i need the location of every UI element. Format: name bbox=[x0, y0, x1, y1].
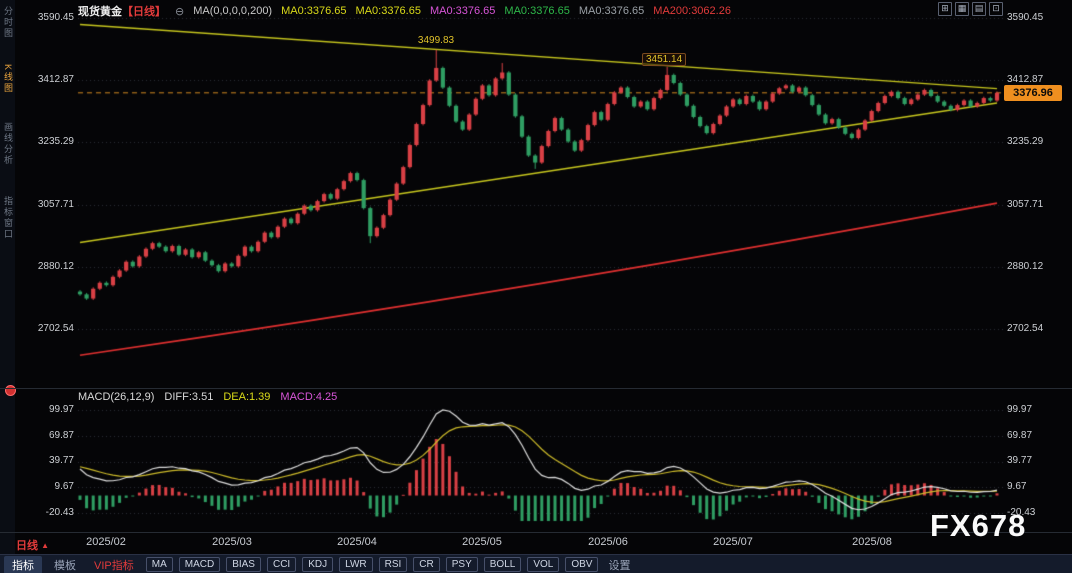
time-tick-label: 2025/08 bbox=[852, 536, 892, 548]
macd-tick-label: 99.97 bbox=[1007, 404, 1033, 415]
period-button[interactable]: 日线 ▲ bbox=[16, 540, 49, 552]
indicator-button-vol[interactable]: VOL bbox=[527, 557, 560, 572]
time-tick-label: 2025/05 bbox=[462, 536, 502, 548]
macd-tick-label: 39.77 bbox=[48, 455, 74, 466]
bottom-toolbar: 指标 模板 VIP指标 MA MACD BIAS CCI KDJ LWR RSI… bbox=[0, 554, 1072, 573]
indicator-button-macd[interactable]: MACD bbox=[178, 557, 221, 572]
price-tick-label: 2702.54 bbox=[37, 323, 74, 334]
ma-value-label: MA0:3376.65 bbox=[504, 5, 570, 17]
time-tick-label: 2025/06 bbox=[588, 536, 628, 548]
collapse-pane-icon[interactable]: ⊖ bbox=[175, 5, 185, 18]
list-layout-icon[interactable]: ▤ bbox=[972, 2, 986, 16]
indicator-button-lwr[interactable]: LWR bbox=[339, 557, 373, 572]
ma200-value-label: MA200:3062.26 bbox=[653, 5, 731, 17]
indicator-button-bias[interactable]: BIAS bbox=[226, 557, 261, 572]
macd-tick-label: -20.43 bbox=[45, 507, 74, 518]
time-tick-label: 2025/03 bbox=[212, 536, 252, 548]
layout-icons: ⊞ ▦ ▤ ⊡ bbox=[938, 2, 1003, 16]
pane-marker-icon[interactable] bbox=[5, 385, 16, 396]
indicator-button-psy[interactable]: PSY bbox=[445, 557, 478, 572]
expand-layout-icon[interactable]: ⊡ bbox=[989, 2, 1003, 16]
price-tick-label: 3590.45 bbox=[1007, 12, 1044, 23]
indicator-button-kdj[interactable]: KDJ bbox=[302, 557, 334, 572]
quad-layout-icon[interactable]: ▦ bbox=[955, 2, 969, 16]
macd-value-label: MACD:4.25 bbox=[280, 391, 338, 403]
left-sidebar: 分时图 K线图 画线分析 指标窗口 bbox=[0, 0, 15, 554]
sidebar-item-kline[interactable]: K线图 bbox=[3, 64, 13, 95]
macd-dea-label: DEA:1.39 bbox=[223, 391, 271, 403]
macd-title: MACD(26,12,9) bbox=[78, 391, 155, 403]
sidebar-item-indicator-window[interactable]: 指标窗口 bbox=[3, 196, 13, 240]
macd-header: MACD(26,12,9) DIFF:3.51 DEA:1.39 MACD:4.… bbox=[78, 391, 337, 403]
settings-button[interactable]: 设置 bbox=[608, 559, 631, 572]
ma-value-label: MA0:3376.65 bbox=[429, 5, 496, 17]
symbol-name: 现货黄金 bbox=[78, 6, 122, 18]
tab-templates[interactable]: 模板 bbox=[54, 559, 76, 572]
tab-indicators[interactable]: 指标 bbox=[4, 555, 42, 573]
pane-divider bbox=[0, 388, 1072, 389]
indicator-button-rsi[interactable]: RSI bbox=[378, 557, 408, 572]
price-tick-label: 3235.29 bbox=[1007, 136, 1044, 147]
macd-tick-label: 39.77 bbox=[1007, 455, 1033, 466]
period-tag: 【日线】 bbox=[122, 6, 166, 18]
price-tick-label: 3412.87 bbox=[1007, 74, 1044, 85]
indicator-button-boll[interactable]: BOLL bbox=[483, 557, 522, 572]
time-tick-label: 2025/07 bbox=[713, 536, 753, 548]
pane-divider bbox=[0, 532, 1072, 533]
dropdown-arrow-icon: ▲ bbox=[41, 541, 49, 550]
indicator-button-ma[interactable]: MA bbox=[145, 557, 173, 572]
ma-value-label: MA0:3376.65 bbox=[355, 5, 421, 17]
macd-tick-label: 9.67 bbox=[54, 481, 74, 492]
price-tick-label: 3057.71 bbox=[37, 199, 74, 210]
macd-diff-label: DIFF:3.51 bbox=[164, 391, 214, 403]
macd-tick-label: 69.87 bbox=[1007, 430, 1033, 441]
price-tick-label: 3057.71 bbox=[1007, 199, 1044, 210]
chart-header: 现货黄金【日线】 ⊖ MA(0,0,0,0,200) MA0:3376.65 M… bbox=[78, 3, 731, 19]
fx678-watermark: FX678 bbox=[930, 508, 1027, 543]
price-tick-label: 3590.45 bbox=[37, 12, 74, 23]
macd-tick-label: 69.87 bbox=[48, 430, 74, 441]
time-tick-label: 2025/02 bbox=[86, 536, 126, 548]
price-tick-label: 2880.12 bbox=[1007, 261, 1044, 272]
sidebar-item-timechart[interactable]: 分时图 bbox=[3, 6, 13, 39]
last-price-tag: 3376.96 bbox=[1004, 85, 1062, 101]
indicator-button-obv[interactable]: OBV bbox=[565, 557, 599, 572]
macd-tick-label: 99.97 bbox=[48, 404, 74, 415]
ma-value-label: MA0:3376.65 bbox=[578, 5, 645, 17]
price-tick-label: 2702.54 bbox=[1007, 323, 1044, 334]
price-tick-label: 3412.87 bbox=[37, 74, 74, 85]
sidebar-item-drawing[interactable]: 画线分析 bbox=[3, 122, 13, 166]
price-tick-label: 3235.29 bbox=[37, 136, 74, 147]
indicator-button-cr[interactable]: CR bbox=[413, 557, 440, 572]
peak-annotation: 3499.83 bbox=[417, 35, 455, 46]
grid-layout-icon[interactable]: ⊞ bbox=[938, 2, 952, 16]
macd-tick-label: -20.43 bbox=[1007, 507, 1036, 518]
tab-vip-indicators[interactable]: VIP指标 bbox=[94, 559, 134, 572]
peak-annotation: 3451.14 bbox=[642, 53, 687, 66]
indicator-button-cci[interactable]: CCI bbox=[266, 557, 297, 572]
ma-value-label: MA0:3376.65 bbox=[281, 5, 347, 17]
time-tick-label: 2025/04 bbox=[337, 536, 377, 548]
price-tick-label: 2880.12 bbox=[37, 261, 74, 272]
macd-tick-label: 9.67 bbox=[1007, 481, 1027, 492]
ma-config-label: MA(0,0,0,0,200) bbox=[193, 5, 273, 17]
